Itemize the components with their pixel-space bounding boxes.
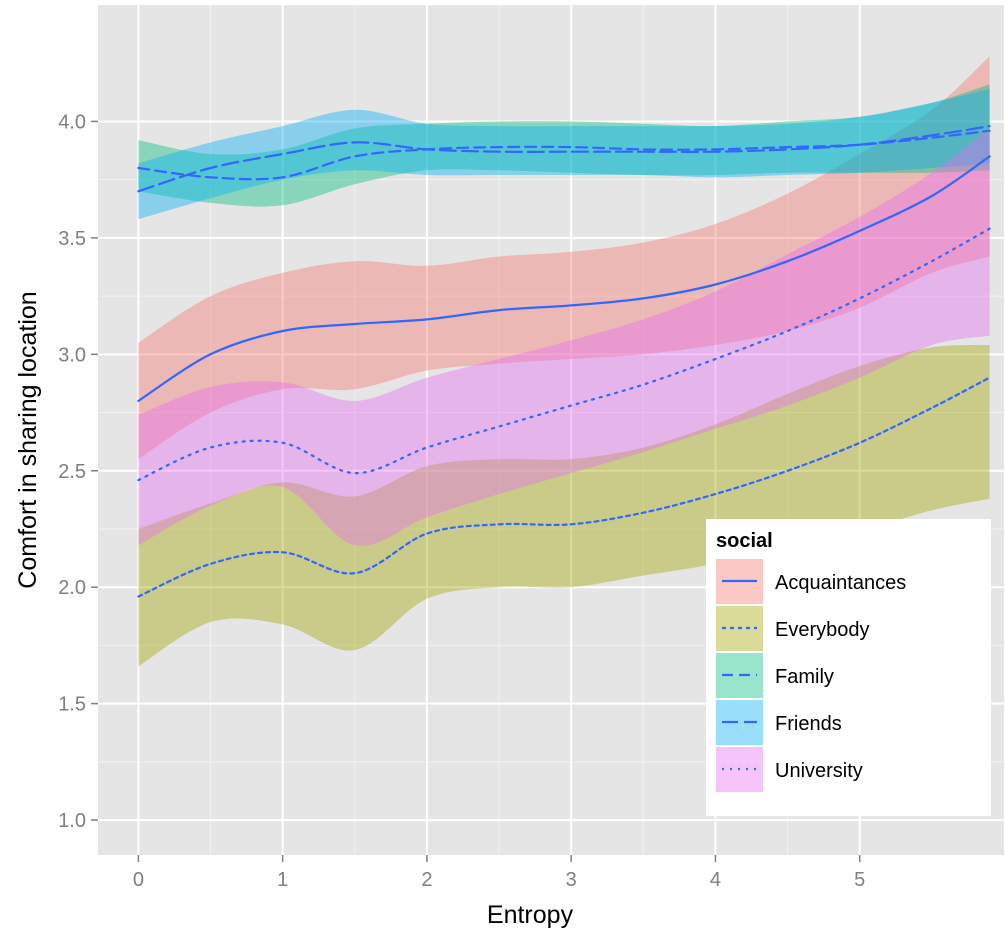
y-tick-label: 4.0 xyxy=(58,111,86,133)
band-friends xyxy=(138,88,990,220)
legend-items: Acquaintances Everybody Family Friends Unive… xyxy=(716,559,906,792)
x-tick-label: 5 xyxy=(854,869,865,891)
legend-label-university: University xyxy=(775,760,863,782)
line-friends xyxy=(137,125,991,193)
x-tick-label: 3 xyxy=(566,869,577,891)
line-acquaintances xyxy=(137,155,991,402)
y-axis: 1.0 1.5 2.0 2.5 3.0 3.5 4.0 xyxy=(58,111,98,832)
legend-title: social xyxy=(716,530,773,552)
y-axis-title: Comfort in sharing location xyxy=(14,291,42,588)
y-tick-label: 1.0 xyxy=(58,810,86,832)
line-everybody xyxy=(137,376,991,598)
legend-label-family: Family xyxy=(775,666,834,688)
y-tick-label: 3.0 xyxy=(58,344,86,366)
x-axis: 0 1 2 3 4 5 xyxy=(133,855,865,891)
legend: social Acquaintances Everybody Family Frien… xyxy=(706,519,991,816)
band-university xyxy=(138,128,990,546)
legend-box xyxy=(706,519,991,816)
x-tick-label: 4 xyxy=(710,869,721,891)
series-lines xyxy=(137,125,991,598)
x-axis-title: Entropy xyxy=(487,901,574,929)
x-tick-label: 1 xyxy=(277,869,288,891)
y-tick-label: 2.0 xyxy=(58,577,86,599)
y-tick-label: 3.5 xyxy=(58,228,86,250)
x-tick-label: 0 xyxy=(133,869,144,891)
x-tick-label: 2 xyxy=(421,869,432,891)
legend-label-friends: Friends xyxy=(775,713,842,735)
band-family xyxy=(138,84,990,207)
legend-label-everybody: Everybody xyxy=(775,619,870,641)
legend-label-acquaintances: Acquaintances xyxy=(775,572,906,594)
y-tick-label: 2.5 xyxy=(58,461,86,483)
y-tick-label: 1.5 xyxy=(58,694,86,716)
confidence-bands xyxy=(138,56,990,667)
band-acquaintances xyxy=(138,56,990,460)
band-everybody xyxy=(138,344,990,667)
line-university xyxy=(137,227,991,482)
